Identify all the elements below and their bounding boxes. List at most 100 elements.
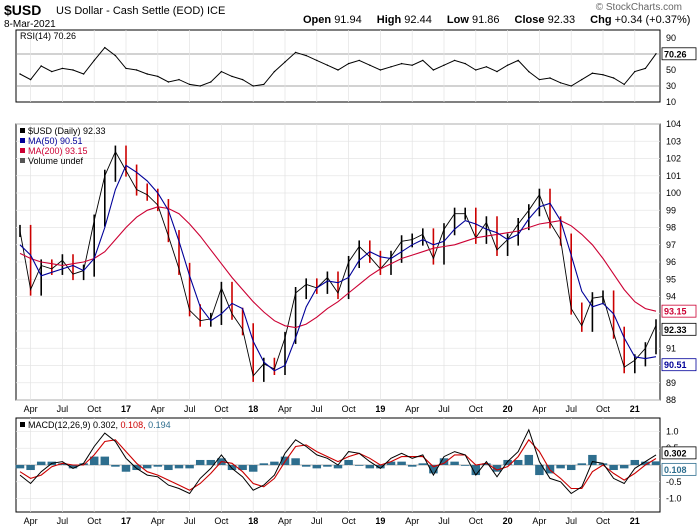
macd-legend-entry: 0.108,: [118, 420, 146, 430]
macd-histogram-bar: [619, 465, 629, 469]
macd-xtick-label: Oct: [469, 516, 484, 526]
price-ytick-label: 98: [666, 223, 676, 233]
price-xtick-label: Apr: [24, 404, 38, 414]
price-xtick-label: 17: [121, 404, 131, 414]
macd-xtick-label: 19: [375, 516, 385, 526]
price-ytick-label: 103: [666, 136, 681, 146]
price-legend-swatch: [20, 148, 25, 153]
macd-histogram-bar: [365, 465, 375, 469]
macd-xtick-label: 17: [121, 516, 131, 526]
macd-histogram-bar: [641, 461, 650, 465]
macd-hist-last-value: 0.108: [661, 462, 697, 476]
price-ytick-label: 99: [666, 205, 676, 215]
close-label: Close: [514, 14, 545, 26]
rsi-point: [591, 72, 594, 74]
rsi-ytick-label: 10: [666, 97, 676, 107]
price-xtick-label: Apr: [278, 404, 292, 414]
open-value: 91.94: [334, 14, 362, 26]
macd-xtick-label: Jul: [438, 516, 450, 526]
macd-histogram-bar: [153, 465, 163, 467]
rsi-point: [602, 74, 604, 76]
rsi-point: [199, 85, 201, 87]
macd-legend: MACD(12,26,9) 0.302, 0.108, 0.194: [20, 420, 171, 430]
macd-histogram-bar: [609, 465, 618, 471]
price-ytick-label: 97: [666, 240, 676, 250]
rsi-point: [612, 77, 615, 79]
ohlc-summary: Open 91.94 High 92.44 Low 91.86 Close 92…: [303, 14, 700, 26]
macd-histogram-bar: [344, 459, 353, 465]
macd-ytick-label: -0.5: [666, 477, 682, 487]
rsi-point: [528, 70, 530, 73]
rsi-point: [125, 67, 127, 70]
rsi-point: [326, 64, 329, 66]
rsi-point: [29, 78, 32, 81]
macd-histogram-bar: [79, 463, 88, 465]
macd-xtick-label: 20: [503, 516, 513, 526]
macd-histogram-bar: [418, 463, 428, 465]
open-label: Open: [303, 14, 332, 26]
rsi-ytick-label: 30: [666, 81, 676, 91]
macd-histogram-bar: [227, 465, 237, 471]
macd-histogram-bar: [333, 465, 343, 469]
rsi-point: [347, 62, 350, 65]
price-ytick-label: 91: [666, 343, 676, 353]
rsi-point: [400, 62, 403, 65]
price-legend-entry: MA(50) 90.51: [28, 136, 83, 146]
rsi-point: [538, 78, 541, 81]
macd-histogram-bar: [164, 465, 173, 471]
macd-histogram-bar: [492, 465, 502, 472]
macd-histogram-bar: [36, 461, 46, 465]
macd-xtick-label: Jul: [57, 516, 69, 526]
price-xtick-label: Jul: [184, 404, 196, 414]
macd-histogram-bar: [132, 465, 141, 471]
price-legend-swatch: [20, 158, 25, 163]
macd-histogram-bar: [471, 465, 481, 476]
macd-histogram-bar: [323, 465, 332, 467]
macd-legend-entry: MACD(12,26,9) 0.302,: [28, 420, 118, 430]
macd-xtick-label: Oct: [87, 516, 102, 526]
price-ytick-label: 101: [666, 171, 681, 181]
rsi-point: [549, 77, 551, 79]
rsi-point: [167, 81, 170, 83]
rsi-point: [623, 83, 625, 86]
ma200-last-value-box: [661, 304, 697, 318]
rsi-point: [294, 51, 297, 54]
rsi-point: [93, 59, 95, 62]
rsi-point: [634, 70, 636, 73]
rsi-point: [559, 82, 562, 84]
rsi-point: [506, 64, 509, 66]
rsi-point: [82, 73, 85, 75]
rsi-point: [432, 69, 435, 71]
macd-histogram-bar: [482, 463, 491, 465]
macd-ytick-label: -1.0: [666, 494, 682, 504]
macd-xtick-label: Apr: [405, 516, 419, 526]
price-legend-entry: $USD (Daily) 92.33: [28, 126, 106, 136]
macd-xtick-label: Jul: [311, 516, 323, 526]
close-value: 92.33: [547, 14, 576, 26]
macd-histogram-bar: [185, 465, 194, 469]
price-xtick-label: 18: [248, 404, 258, 414]
rsi-point: [146, 73, 148, 75]
price-ytick-label: 89: [666, 378, 676, 388]
chart-date: 8-Mar-2021: [4, 19, 56, 30]
macd-xtick-label: 18: [248, 516, 258, 526]
rsi-point: [40, 65, 42, 67]
macd-xtick-label: Apr: [532, 516, 546, 526]
price-last-value-box: [661, 322, 697, 336]
rsi-point: [379, 69, 382, 71]
rsi-point: [411, 64, 413, 66]
price-ytick-label: 88: [666, 395, 676, 405]
rsi-point: [453, 59, 456, 62]
rsi-point: [188, 83, 191, 86]
macd-hist-last-value-text: 0.108: [664, 465, 687, 475]
macd-last-value-box: [661, 446, 697, 460]
open-stat: Open 91.94: [303, 14, 368, 26]
macd-histogram-bar: [301, 465, 311, 467]
macd-histogram-bar: [651, 461, 661, 465]
price-xtick-label: Apr: [151, 404, 165, 414]
price-ytick-label: 102: [666, 154, 681, 164]
price-xtick-label: Apr: [405, 404, 419, 414]
rsi-point: [252, 85, 254, 87]
macd-histogram-bar: [111, 465, 120, 467]
